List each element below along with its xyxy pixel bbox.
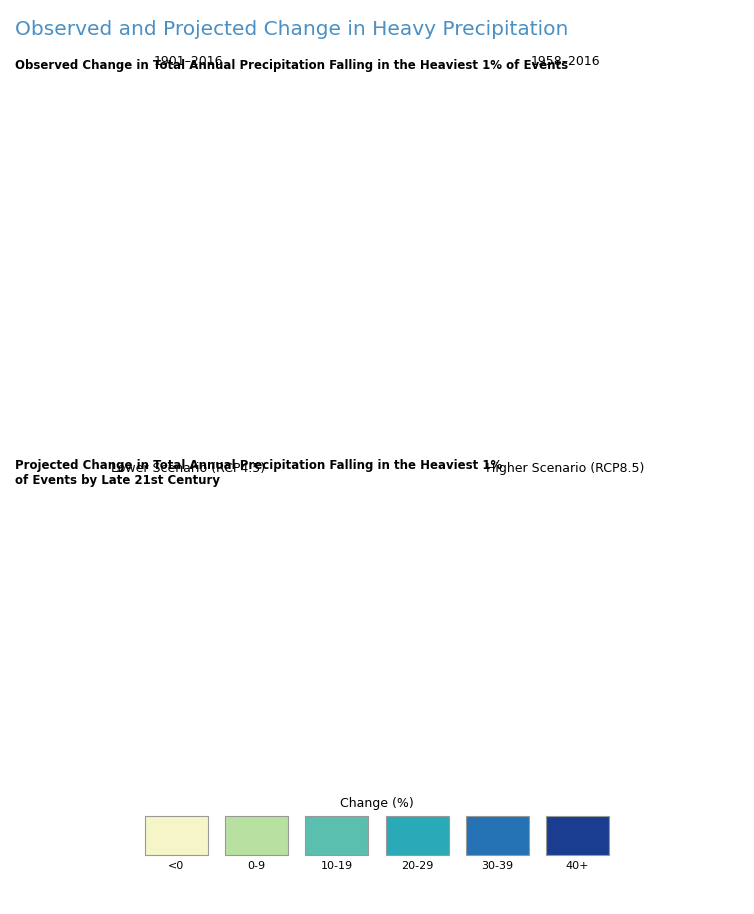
Text: Change (%): Change (%) <box>340 797 414 810</box>
Text: 30-39: 30-39 <box>481 861 513 871</box>
Text: Projected Change in Total Annual Precipitation Falling in the Heaviest 1%
of Eve: Projected Change in Total Annual Precipi… <box>15 459 502 487</box>
Bar <box>466 816 529 855</box>
Text: 10-19: 10-19 <box>320 861 353 871</box>
Bar <box>385 816 449 855</box>
Bar <box>225 816 288 855</box>
Text: <0: <0 <box>168 861 185 871</box>
Title: 1901–2016: 1901–2016 <box>154 55 223 68</box>
Text: Observed and Projected Change in Heavy Precipitation: Observed and Projected Change in Heavy P… <box>15 20 569 39</box>
Bar <box>145 816 208 855</box>
Text: 40+: 40+ <box>566 861 590 871</box>
Text: Observed Change in Total Annual Precipitation Falling in the Heaviest 1% of Even: Observed Change in Total Annual Precipit… <box>15 59 569 72</box>
Title: Lower Scenario (RCP4.5): Lower Scenario (RCP4.5) <box>112 462 265 474</box>
Bar <box>305 816 369 855</box>
Text: 0-9: 0-9 <box>247 861 265 871</box>
Text: 20-29: 20-29 <box>401 861 434 871</box>
Title: 1958–2016: 1958–2016 <box>531 55 600 68</box>
Title: Higher Scenario (RCP8.5): Higher Scenario (RCP8.5) <box>486 462 645 474</box>
Bar <box>546 816 609 855</box>
